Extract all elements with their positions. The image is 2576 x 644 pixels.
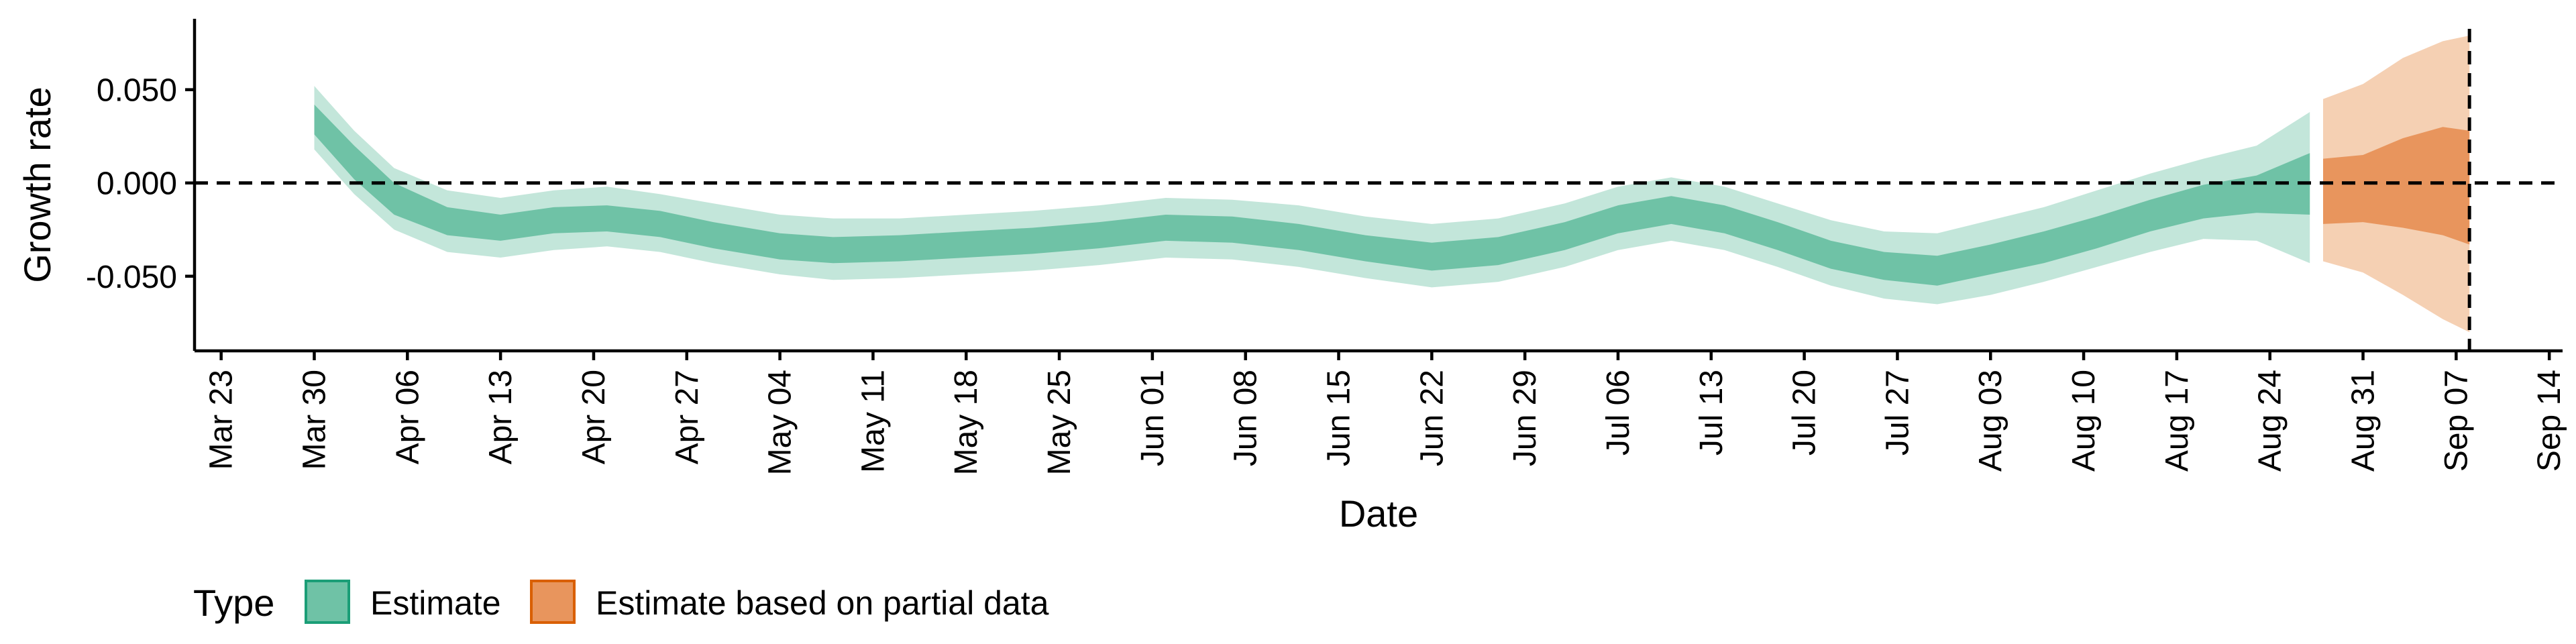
y-axis-ticks: 0.050 0.000 -0.050 bbox=[86, 73, 195, 295]
y-tick-label: 0.000 bbox=[97, 166, 177, 202]
x-tick-label: Jul 27 bbox=[1880, 370, 1915, 455]
x-tick-label: Aug 31 bbox=[2346, 370, 2381, 472]
legend-swatch-partial-data bbox=[530, 580, 576, 624]
x-tick-label: Sep 14 bbox=[2532, 370, 2567, 472]
x-tick-label: May 18 bbox=[949, 370, 984, 475]
y-tick-label: -0.050 bbox=[86, 260, 177, 295]
x-tick-label: Jul 20 bbox=[1787, 370, 1823, 455]
legend-label-estimate: Estimate bbox=[370, 584, 501, 622]
x-tick-label: Jun 01 bbox=[1135, 370, 1171, 466]
x-tick-label: Jun 15 bbox=[1322, 370, 1357, 466]
x-tick-label: Apr 13 bbox=[483, 370, 519, 464]
x-tick-label: Aug 17 bbox=[2159, 370, 2195, 472]
x-tick-label: Jun 29 bbox=[1507, 370, 1543, 466]
x-tick-label: Aug 24 bbox=[2253, 370, 2288, 472]
legend-title: Type bbox=[193, 582, 274, 624]
legend-swatch-estimate bbox=[305, 580, 350, 624]
x-tick-label: Apr 06 bbox=[390, 370, 425, 464]
x-tick-label: Aug 10 bbox=[2066, 370, 2102, 472]
x-tick-label: Jun 08 bbox=[1228, 370, 1264, 466]
x-axis-ticks: Mar 23 Mar 30 Apr 06 Apr 13 Apr 20 Apr 27 May … bbox=[204, 351, 2567, 475]
series-0-outer-band bbox=[314, 86, 2310, 305]
x-tick-label: Jun 22 bbox=[1414, 370, 1450, 466]
x-axis-title: Date bbox=[1339, 492, 1418, 535]
band-layer bbox=[314, 36, 2470, 333]
legend-label-partial-data: Estimate based on partial data bbox=[596, 584, 1049, 622]
x-tick-label: Mar 23 bbox=[204, 370, 239, 470]
x-tick-label: Mar 30 bbox=[297, 370, 332, 470]
legend: Type Estimate Estimate based on partial … bbox=[193, 580, 1049, 624]
x-tick-label: Apr 20 bbox=[576, 370, 612, 464]
y-axis-title: Growth rate bbox=[16, 87, 58, 283]
x-tick-label: May 11 bbox=[855, 370, 891, 473]
y-tick-label: 0.050 bbox=[97, 73, 177, 109]
series-0-inner-band bbox=[314, 104, 2310, 286]
x-tick-label: May 04 bbox=[763, 370, 798, 475]
x-tick-label: Jul 13 bbox=[1694, 370, 1729, 455]
x-tick-label: Aug 03 bbox=[1973, 370, 2008, 472]
x-tick-label: Sep 07 bbox=[2438, 370, 2474, 472]
x-tick-label: Jul 06 bbox=[1601, 370, 1636, 455]
x-tick-label: Apr 27 bbox=[669, 370, 705, 464]
x-tick-label: May 25 bbox=[1042, 370, 1077, 475]
series-1-inner-band bbox=[2323, 127, 2470, 245]
